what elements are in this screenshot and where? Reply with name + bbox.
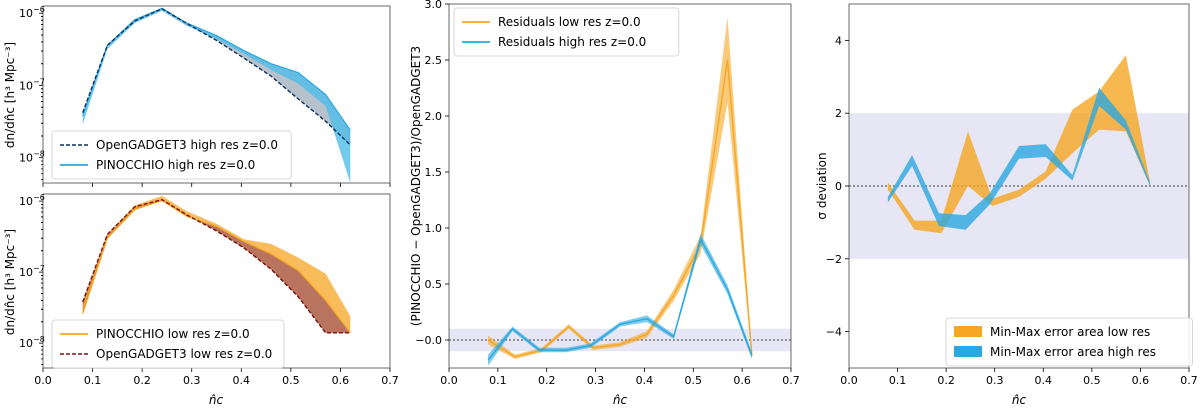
- legend-top-left: OpenGADGET3 high res z=0.0 PINOCCHIO high…: [51, 130, 292, 180]
- x-tick-label: 0.6: [332, 374, 350, 387]
- pinocchio-high-res-line: [82, 7, 351, 131]
- panel-right: 0.0 0.1 0.2 0.3 0.4 0.5 0.6 0.7 −4 −2 0 2 4 Min-Max e…: [815, 3, 1198, 407]
- x-tick-label: 0.2: [937, 374, 955, 387]
- x-tick-label: 0.1: [489, 374, 507, 387]
- legend-middle: Residuals low res z=0.0 Residuals high re…: [453, 7, 680, 57]
- x-tick-label: 0.4: [1035, 374, 1053, 387]
- y-tick-label: 10−7: [19, 264, 45, 279]
- x-tick-label: 0.3: [986, 374, 1004, 387]
- pinocchio-low-res-band: [82, 196, 351, 333]
- legend-bottom-left: PINOCCHIO low res z=0.0 OpenGADGET3 low r…: [51, 319, 285, 369]
- x-axis-label: n̂c: [613, 393, 628, 407]
- x-axis-label: n̂c: [1012, 393, 1027, 407]
- legend-label: PINOCCHIO low res z=0.0: [96, 327, 250, 341]
- x-tick-label: 0.5: [685, 374, 703, 387]
- legend-label: Min-Max error area low res: [990, 325, 1150, 339]
- min-max-low-res-area: [887, 55, 1151, 234]
- y-tick-label: 10−8: [19, 150, 45, 165]
- y-tick-label: 10−8: [19, 335, 45, 350]
- axes-frame: [42, 5, 391, 184]
- x-tick-label: 0.2: [133, 374, 151, 387]
- legend-swatch-patch: [954, 346, 982, 357]
- opengadget3-low-res-line: [82, 198, 351, 334]
- x-tick-label: 0.0: [34, 374, 52, 387]
- x-tick-label: 0.3: [587, 374, 605, 387]
- x-tick-label: 0.0: [840, 374, 858, 387]
- y-tick-label: 2.0: [425, 110, 443, 123]
- legend-label: OpenGADGET3 low res z=0.0: [96, 347, 272, 361]
- x-tick-label: 0.7: [782, 374, 800, 387]
- x-tick-label: 0.1: [889, 374, 907, 387]
- y-tick-label: 4: [835, 34, 842, 47]
- y-tick-label: 10−6: [19, 5, 45, 20]
- y-axis-label: (PINOCCHIO − OpenGADGET3)/OpenGADGET3: [409, 46, 423, 326]
- y-tick-label: 3.0: [425, 0, 443, 11]
- axes-frame: [448, 3, 792, 369]
- legend-label: OpenGADGET3 high res z=0.0: [96, 138, 278, 152]
- panel-bottom-left: 0.0 0.1 0.2 0.3 0.4 0.5 0.6 0.7 10−8 10−7 10−6 PINO…: [3, 193, 399, 407]
- x-tick-label: 0.0: [440, 374, 458, 387]
- x-tick-label: 0.6: [733, 374, 751, 387]
- legend-swatch-patch: [954, 326, 982, 337]
- x-tick-label: 0.5: [1083, 374, 1101, 387]
- y-tick-label: 1.5: [425, 166, 443, 179]
- y-tick-label: 2.5: [425, 54, 443, 67]
- y-tick-label: 0.5: [425, 278, 443, 291]
- y-tick-label: −4: [826, 326, 842, 339]
- y-tick-label: −2: [826, 253, 842, 266]
- y-axis-label: dn/dn̂c [h³ Mpc⁻³]: [3, 229, 17, 335]
- panel-top-left: 10−8 10−7 10−6 OpenGADGET3 high res z=0.0 PI…: [3, 5, 391, 187]
- y-tick-label: −0.0: [415, 334, 442, 347]
- x-tick-label: 0.7: [381, 374, 399, 387]
- legend-label: Residuals high res z=0.0: [498, 35, 646, 49]
- residuals-low-res-line: [487, 59, 753, 358]
- legend-right: Min-Max error area low res Min-Max error …: [945, 317, 1193, 367]
- y-tick-label: 1.0: [425, 222, 443, 235]
- x-tick-label: 0.7: [1180, 374, 1198, 387]
- difference-area: [82, 8, 351, 145]
- y-tick-label: 10−7: [19, 77, 45, 92]
- y-tick-label: 10−6: [19, 193, 45, 208]
- x-tick-label: 0.4: [636, 374, 654, 387]
- y-tick-label: 2: [835, 107, 842, 120]
- legend-box: [51, 130, 292, 180]
- y-axis-label: σ deviation: [815, 152, 829, 219]
- x-tick-label: 0.6: [1132, 374, 1150, 387]
- pinocchio-low-res-line: [82, 199, 351, 334]
- legend-box: [453, 7, 680, 57]
- x-tick-label: 0.3: [183, 374, 201, 387]
- x-axis-label: n̂c: [209, 393, 224, 407]
- legend-box: [51, 319, 285, 369]
- x-tick-label: 0.2: [538, 374, 556, 387]
- legend-label: Min-Max error area high res: [990, 345, 1156, 359]
- x-tick-label: 0.4: [233, 374, 251, 387]
- residuals-high-res-line: [487, 237, 753, 361]
- legend-box: [945, 317, 1193, 367]
- legend-label: PINOCCHIO high res z=0.0: [96, 158, 255, 172]
- x-tick-label: 0.1: [84, 374, 102, 387]
- min-max-high-res-area: [887, 87, 1151, 230]
- x-tick-label: 0.5: [282, 374, 300, 387]
- opengadget3-high-res-line: [82, 8, 351, 146]
- y-tick-label: 0: [835, 180, 842, 193]
- y-axis-label: dn/dn̂c [h³ Mpc⁻³]: [3, 42, 17, 148]
- legend-label: Residuals low res z=0.0: [498, 15, 641, 29]
- difference-area: [82, 199, 351, 333]
- panel-middle: 0.0 0.1 0.2 0.3 0.4 0.5 0.6 0.7 −0.0 0.5 1.0 1.5 2.0…: [409, 0, 800, 407]
- residuals-low-res-band: [488, 17, 752, 360]
